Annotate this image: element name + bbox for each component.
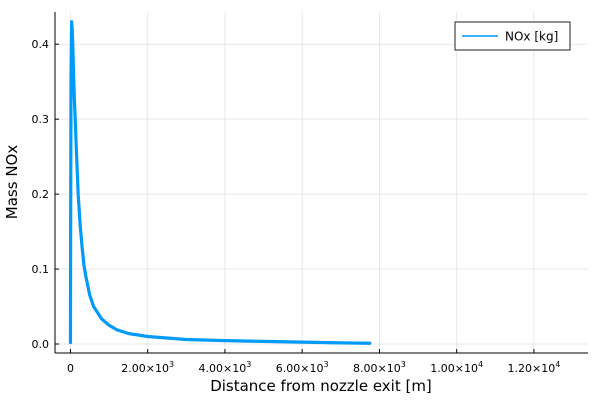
legend: NOx [kg] [454,21,571,51]
y-tick-label-3: 0.3 [32,113,50,126]
y-tick-label-2: 0.2 [32,188,50,201]
y-axis-label: Mass NOx [3,145,21,220]
x-axis-label: Distance from nozzle exit [m] [210,377,432,395]
x-tick-label-5: 1.00×104 [430,360,483,375]
y-tick-label-4: 0.4 [32,38,50,51]
y-tick-label-1: 0.1 [32,263,50,276]
x-tick-label-1: 2.00×103 [121,360,174,375]
axes [54,12,588,354]
series-layer [68,20,372,345]
x-tick-label-2: 4.00×103 [199,360,252,375]
x-tick-label-6: 1.20×104 [508,360,561,375]
x-tick-label-4: 8.00×103 [353,360,406,375]
legend-entry-nox: NOx [kg] [505,30,558,44]
tick-labels: 0 2.00×103 4.00×103 6.00×103 8.00×103 1.00×10… [32,38,561,375]
x-tick-label-0: 0 [67,362,74,375]
series-line-0 [68,20,372,345]
grid [55,12,588,353]
x-tick-label-3: 6.00×103 [276,360,329,375]
y-tick-label-0: 0.0 [32,338,50,351]
